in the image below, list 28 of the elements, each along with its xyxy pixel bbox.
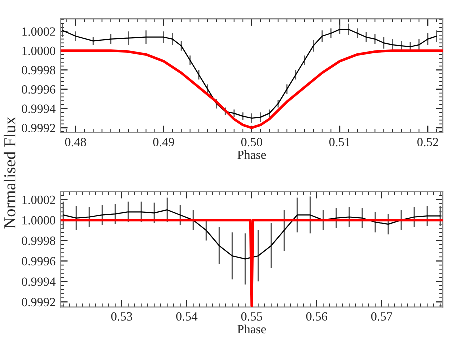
x-tick-label: 0.55 [241,312,262,321]
x-tick-label: 0.51 [330,138,350,147]
line-series [62,29,438,119]
x-tick-label: 0.48 [65,138,86,147]
x-tick-label: 0.57 [371,312,393,321]
x-tick-label: 0.53 [111,312,132,321]
line-series [60,50,444,130]
x-tick-label: 0.49 [153,138,174,147]
line-series [62,210,441,260]
y-tick-label: 1.0000 [22,46,56,56]
y-tick-label: 0.9996 [22,257,56,266]
x-tick-label: 0.56 [306,312,328,321]
y-tick-label: 0.9996 [22,85,56,94]
y-tick-label: 1.0002 [22,196,56,204]
x-axis-title: Phase [238,324,266,334]
y-tick-label: 1.0000 [22,216,56,225]
y-tick-label: 0.9998 [22,236,56,246]
x-tick-label: 0.52 [418,138,438,147]
y-tick-label: 0.9992 [22,298,56,307]
y-tick-label: 0.9994 [22,278,56,286]
y-tick-label: 1.0002 [22,28,56,36]
x-axis-title: Phase [238,150,266,160]
x-tick-label: 0.50 [241,138,262,147]
y-tick-label: 0.9998 [22,66,56,75]
x-tick-label: 0.54 [176,312,198,321]
y-tick-label: 0.9994 [22,104,56,114]
y-tick-label: 0.9992 [22,124,56,133]
y-axis-title: Normalised Flux [4,116,16,229]
